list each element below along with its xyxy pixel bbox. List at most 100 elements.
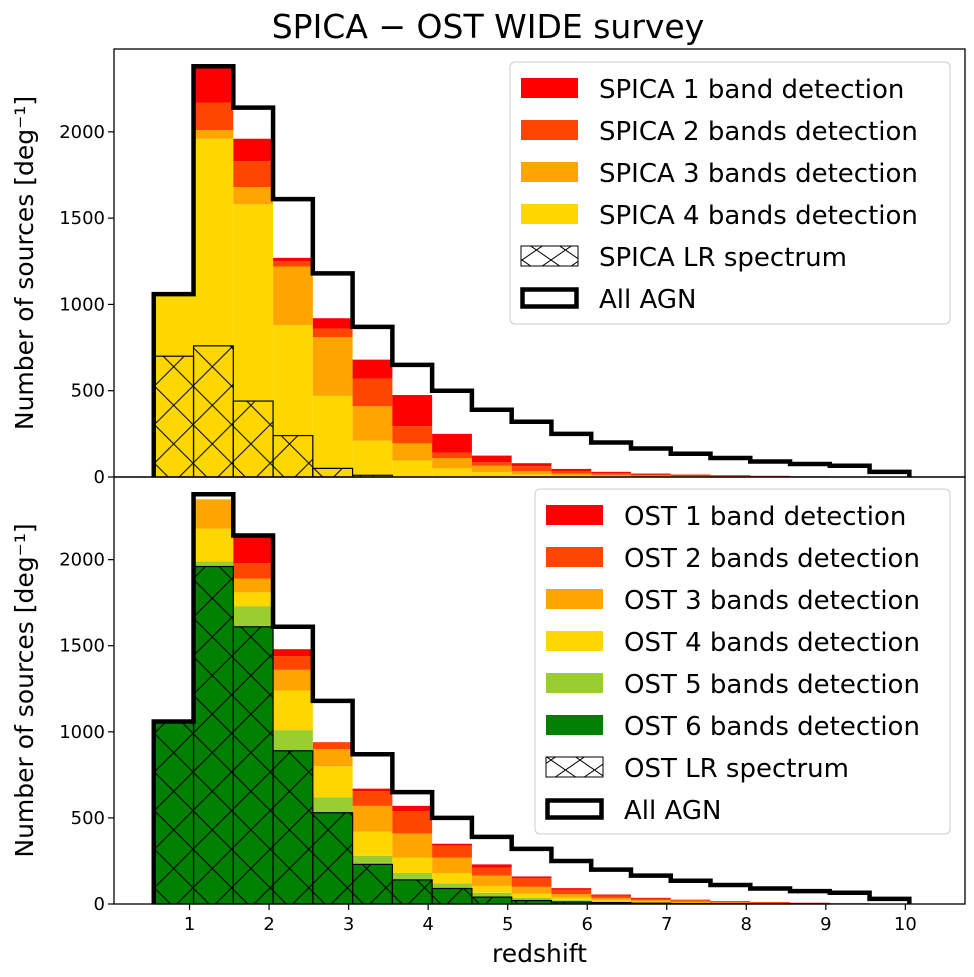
spica-bar-spica-1-band-detection-bin-4 [312,318,353,329]
spica-lr-spectrum-bar-bin-0 [153,355,195,478]
ost-bar-ost-4-bands-detection-bin-10 [551,897,592,901]
ost-legend-swatch-ost-5-bands-detection [546,673,603,693]
spica-bar-spica-4-bands-detection-bin-6 [392,460,433,477]
ost-bar-ost-1-band-detection-bin-12 [630,897,671,899]
ost-legend-swatch-ost-3-bands-detection [546,589,603,609]
spica-bar-spica-3-bands-detection-bin-8 [471,465,512,473]
figure-title: SPICA − OST WIDE survey [272,7,705,46]
spica-legend-swatch-spica-2-bands-detection [521,120,578,140]
spica-bar-spica-3-bands-detection-bin-1 [193,130,234,139]
ost-bar-ost-2-bands-detection-bin-15 [750,902,791,904]
spica-legend-label-spica-3-bands-detection: SPICA 3 bands detection [599,159,918,189]
ost-bar-ost-3-bands-detection-bin-3 [273,669,313,691]
ost-legend-label-ost-3-bands-detection: OST 3 bands detection [624,586,920,616]
spica-y-axis-label: Number of sources [deg⁻¹] [10,96,39,430]
spica-bar-spica-2-bands-detection-bin-10 [551,471,592,474]
ost-bar-ost-1-band-detection-bin-5 [352,788,393,792]
ost-bar-ost-2-bands-detection-bin-9 [511,878,552,887]
ost-legend-swatch-ost-6-bands-detection [546,715,603,735]
ost-bar-ost-3-bands-detection-bin-14 [710,902,751,903]
ost-bar-ost-2-bands-detection-bin-6 [392,811,433,834]
ost-bar-ost-5-bands-detection-bin-5 [352,855,393,865]
ost-bar-ost-5-bands-detection-bin-10 [551,900,592,902]
spica-bar-spica-3-bands-detection-bin-9 [511,470,552,475]
ost-bar-ost-2-bands-detection-bin-14 [710,901,751,903]
ost-lr-spectrum-bar-bin-4 [312,812,354,905]
ost-legend-label-ost-6-bands-detection: OST 6 bands detection [624,712,920,742]
ost-y-tick-label-1500: 1500 [59,636,105,657]
ost-bar-ost-2-bands-detection-bin-13 [670,900,711,902]
spica-y-tick-label-500: 500 [71,381,105,402]
spica-bar-spica-2-bands-detection-bin-1 [193,102,234,131]
ost-bar-ost-3-bands-detection-bin-11 [591,898,631,901]
spica-y-tick-label-1000: 1000 [59,294,105,315]
spica-legend-box [509,61,951,325]
ost-bar-ost-5-bands-detection-bin-7 [432,883,472,889]
ost-lr-spectrum-bar-bin-6 [391,879,433,905]
ost-bar-ost-4-bands-detection-bin-12 [630,901,671,903]
spica-bar-spica-1-band-detection-bin-2 [233,138,274,162]
spica-bar-spica-1-band-detection-bin-11 [591,471,631,474]
ost-panel: 0 500 1000 1500 2000 1 2 3 4 5 6 7 8 9 10 Number of s… [10,476,966,968]
spica-bar-spica-1-band-detection-bin-8 [471,455,512,463]
ost-y-tick-label-500: 500 [71,808,105,829]
ost-lr-spectrum-bar-bin-2 [232,626,274,905]
ost-bar-ost-5-bands-detection-bin-1 [193,561,234,567]
ost-x-tick-label-2: 2 [263,914,274,935]
spica-legend-label-spica-1-band-detection: SPICA 1 band detection [599,75,904,105]
ost-legend-swatch-ost-4-bands-detection [546,631,603,651]
spica-bar-spica-2-bands-detection-bin-8 [471,462,512,466]
spica-y-axis: 0 500 1000 1500 2000 [59,122,114,488]
spica-bar-spica-2-bands-detection-bin-13 [670,475,711,477]
ost-bar-ost-3-bands-detection-bin-6 [392,833,433,858]
spica-bar-spica-4-bands-detection-bin-4 [312,395,353,477]
spica-y-tick-label-1500: 1500 [59,208,105,229]
spica-bar-spica-2-bands-detection-bin-7 [432,452,472,459]
spica-lr-spectrum-bar-bin-2 [232,400,274,478]
spica-legend-swatch-all-agn [520,287,579,309]
ost-legend: OST 1 band detection OST 2 bands detectio… [534,488,951,835]
ost-bar-ost-2-bands-detection-bin-8 [471,867,512,876]
ost-lr-spectrum-bar-bin-1 [192,565,234,905]
spica-bar-spica-2-bands-detection-bin-2 [233,161,274,188]
spica-lr-spectrum-bar-bin-1 [192,345,234,478]
ost-bar-ost-1-band-detection-bin-7 [432,843,472,846]
ost-lr-spectrum-bars [153,565,831,905]
ost-x-tick-label-4: 4 [422,914,433,935]
ost-y-axis-label: Number of sources [deg⁻¹] [10,523,39,857]
ost-bar-ost-3-bands-detection-bin-1 [193,499,234,529]
ost-bar-ost-1-band-detection-bin-6 [392,805,433,812]
spica-bar-spica-1-band-detection-bin-15 [750,475,791,477]
spica-legend-swatch-spica-1-band-detection [521,78,578,98]
ost-bar-ost-3-bands-detection-bin-9 [511,886,552,894]
spica-bar-spica-3-bands-detection-bin-7 [432,458,472,469]
spica-bar-spica-3-bands-detection-bin-6 [392,443,433,461]
ost-bar-ost-3-bands-detection-bin-7 [432,857,472,874]
ost-legend-swatch-all-agn [545,798,604,820]
ost-x-tick-label-8: 8 [741,914,752,935]
ost-legend-label-ost-5-bands-detection: OST 5 bands detection [624,670,920,700]
ost-y-tick-label-1000: 1000 [59,722,105,743]
ost-legend-label-all-agn: All AGN [624,796,721,826]
spica-bar-spica-1-band-detection-bin-1 [193,67,234,103]
ost-x-tick-label-10: 10 [894,914,917,935]
ost-legend-label-ost-1-band-detection: OST 1 band detection [624,502,906,532]
ost-bar-ost-2-bands-detection-bin-11 [591,895,631,899]
ost-lr-spectrum-bar-bin-0 [153,720,195,905]
spica-legend-label-spica-2-bands-detection: SPICA 2 bands detection [599,117,918,147]
spica-bar-spica-1-band-detection-bin-7 [432,433,472,453]
ost-bar-ost-1-band-detection-bin-8 [471,864,512,868]
ost-bar-ost-4-bands-detection-bin-9 [511,893,552,898]
ost-y-axis: 0 500 1000 1500 2000 [59,550,114,915]
ost-legend-label-ost-4-bands-detection: OST 4 bands detection [624,628,920,658]
spica-lr-spectrum-bar-bin-4 [312,467,354,478]
ost-bar-ost-5-bands-detection-bin-6 [392,873,433,880]
spica-legend-label-all-agn: All AGN [599,285,696,315]
ost-x-axis-label: redshift [492,939,587,968]
spica-bar-spica-1-band-detection-bin-5 [352,359,393,379]
ost-x-tick-label-5: 5 [502,914,513,935]
spica-bar-spica-1-band-detection-bin-14 [710,475,751,476]
spica-bar-spica-2-bands-detection-bin-14 [710,475,751,477]
ost-x-tick-label-3: 3 [343,914,354,935]
